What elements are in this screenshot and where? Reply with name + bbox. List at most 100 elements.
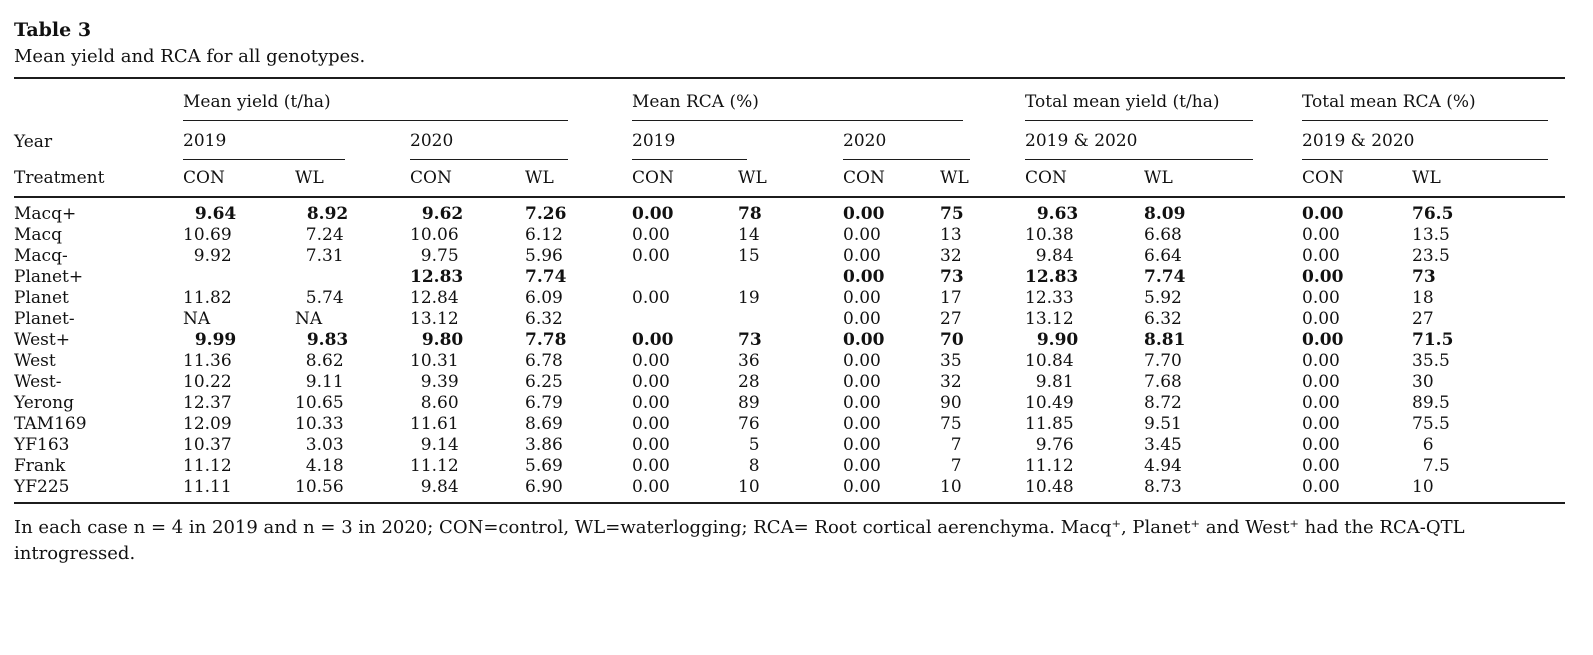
value-int: 10 [738,477,760,497]
value-cell: 7.78 [525,330,567,350]
value-cell: 0.00 [843,330,885,350]
value-cell: 0.00 [843,267,885,287]
value-int: 12 [1025,288,1047,308]
value-cell: 6.32 [1144,309,1182,329]
value-int: 9 [194,330,207,350]
value-cell: 5.96 [525,246,563,266]
genotype-label: TAM169 [14,414,87,434]
value-cell: 12.09 [183,414,232,434]
value-cell: 0.00 [1302,456,1340,476]
page: Table 3 Mean yield and RCA for all genot… [14,19,1565,564]
value-int: 6 [525,393,536,413]
table-caption: Mean yield and RCA for all genotypes. [14,46,366,67]
value-cell: 9.14 [410,435,525,456]
value-int: 0 [1302,414,1313,434]
value-int: 0 [1302,288,1313,308]
value-cell: 6.78 [525,351,563,371]
group-header-row: Mean yield (t/ha) Mean RCA (%) Total mea… [14,78,1565,121]
value-int: 0 [843,225,854,245]
value-int: 0 [843,267,855,287]
table-row: Planet+ 12.83 7.74 0.00 73 12.83 7.74 0.00 73 [14,267,1565,288]
value-cell: 11.11 [183,477,295,504]
value-int: 0 [632,225,643,245]
value-cell: 8.92 [295,197,410,225]
value-cell [183,267,295,288]
genotype-label: Macq- [14,246,68,266]
value-cell: 9.92 [183,246,295,267]
table-row: YF163 10.37 3.03 9.14 3.86 0.00 5 0.00 7 9.76 3.45… [14,435,1565,456]
value-int: 6 [525,351,536,371]
value-cell: 7 [940,435,1025,456]
value-int: 32 [940,246,962,266]
value-int: 0 [632,414,643,434]
value-int: 5 [748,435,760,455]
group-rule: Total mean RCA (%) [1302,79,1548,121]
value-cell: 12.37 [183,393,232,413]
value-cell: 0.00 [1302,330,1344,350]
header-cell: 2019 [183,121,410,160]
value-int: 71 [1412,330,1436,350]
value-cell: 71.5 [1412,330,1454,350]
value-int: 8 [1144,204,1156,224]
table-row: Yerong 12.37 10.65 8.60 6.79 0.00 89 0.00 90 10.4… [14,393,1565,414]
value-int: 7 [950,435,962,455]
value-cell: 5.92 [1144,288,1182,308]
value-cell: 3.45 [1144,435,1182,455]
genotype-label: Frank [14,456,66,476]
value-cell: 18 [1412,288,1565,309]
treatment-header-row: Treatment CON WL CON WL CON WL CON WL CO… [14,160,1565,198]
value-cell: 0.00 [1302,288,1340,308]
value-int: 0 [1302,435,1313,455]
value-cell: 11.36 [183,351,232,371]
value-int: 6 [525,477,536,497]
value-int: 35 [940,351,962,371]
year-row-label: Year [14,132,53,152]
value-int: 0 [1302,225,1313,245]
value-cell: 32 [940,246,1025,267]
value-cell: 10.06 [410,225,459,245]
value-int: 12 [410,288,432,308]
treatment-header: CON [843,160,940,198]
header-cell: 2020 [843,121,1025,160]
value-cell: 0.00 [632,246,670,266]
value-int: 11 [1025,414,1047,434]
year-rule: 2020 [410,121,568,160]
value-cell: 7.31 [295,246,410,267]
value-cell: 0.00 [843,393,881,413]
value-cell: 32 [940,372,1025,393]
value-int: 0 [843,435,854,455]
value-cell: 6.64 [1144,246,1182,266]
value-int: 28 [738,372,760,392]
value-cell: 35.5 [1412,351,1450,371]
value-int: 9 [420,246,432,266]
value-int: 73 [940,267,964,287]
table-row: Frank 11.12 4.18 11.12 5.69 0.00 8 0.00 7 11.12 4.… [14,456,1565,477]
treatment-header: CON [1302,160,1412,198]
genotype-label: Macq [14,225,62,245]
value-cell [632,267,738,288]
value-int: 0 [843,351,854,371]
value-int: 0 [632,330,644,350]
value-int: 7 [525,330,537,350]
value-cell: 8.73 [1144,477,1302,504]
treatment-header: CON [1025,160,1144,198]
value-int: 9 [1035,435,1047,455]
value-cell: 27 [1412,309,1565,330]
value-cell: 0.00 [632,330,674,350]
value-cell: 5.74 [295,288,410,309]
value-int: 8 [306,204,319,224]
value-cell: 0.00 [632,204,674,224]
value-int: 35 [1412,351,1434,371]
value-int: 9 [1036,204,1049,224]
value-int: 6 [525,225,536,245]
value-int: 10 [1412,477,1434,497]
value-cell: 10.38 [1025,225,1074,245]
treatment-row-label: Treatment [14,160,183,198]
value-int: 0 [632,288,643,308]
value-int: 8 [748,456,760,476]
header-spacer-cell [14,78,183,121]
treatment-header: WL [525,160,632,198]
value-cell [295,267,410,288]
value-int: 10 [183,435,205,455]
treatment-header: CON [632,160,738,198]
